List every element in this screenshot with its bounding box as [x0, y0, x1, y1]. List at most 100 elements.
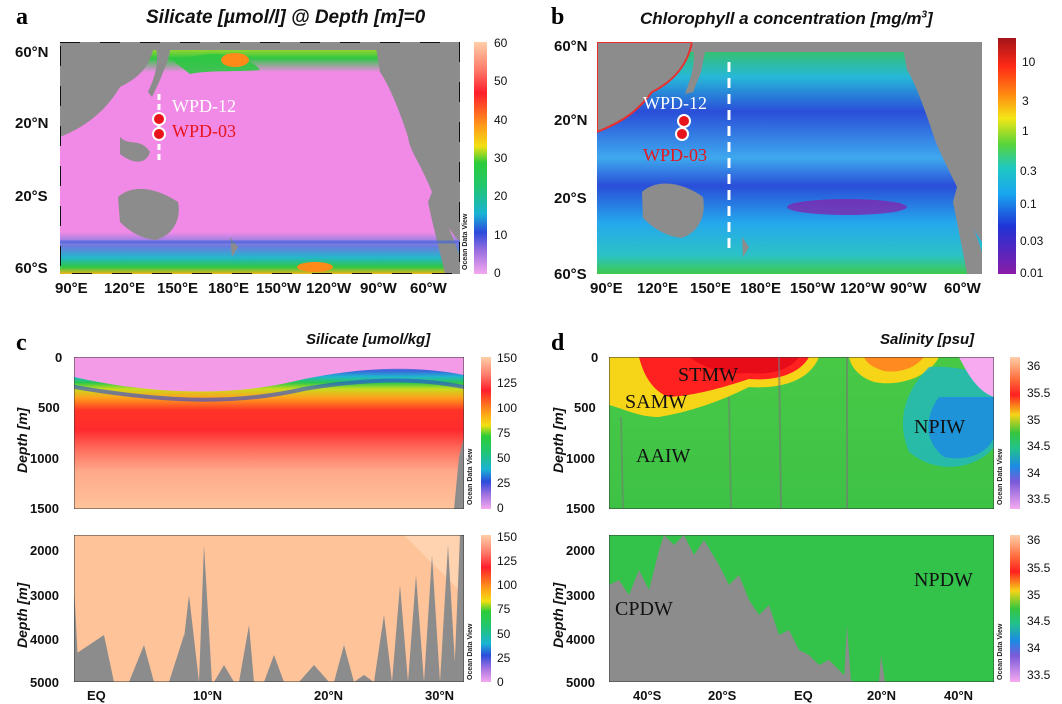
panel-title-suffix: ]: [927, 9, 933, 28]
x-tick: EQ: [794, 688, 813, 703]
colorbar-tick: 0.1: [1020, 197, 1037, 211]
silicate-section-lower: [74, 535, 464, 682]
chlorophyll-map: [597, 42, 982, 274]
lon-tick: 90°W: [360, 280, 397, 297]
colorbar-tick: 35.5: [1027, 561, 1051, 575]
panel-title: Salinity [psu]: [880, 331, 975, 348]
depth-tick: 3000: [30, 588, 59, 603]
colorbar-tick: 36: [1027, 359, 1041, 373]
colorbar-tick: 0.3: [1020, 164, 1037, 178]
lon-tick: 90°E: [55, 280, 88, 297]
colorbar-tick: 34: [1027, 641, 1041, 655]
colorbar-tick: 0.01: [1020, 266, 1044, 280]
depth-tick: 0: [55, 350, 63, 365]
chlorophyll-colorbar: [998, 38, 1016, 274]
site-label-upper: WPD-12: [643, 93, 707, 113]
salinity-section-upper: [609, 357, 994, 509]
water-mass-label: NPIW: [914, 416, 966, 438]
lon-tick: 90°W: [890, 280, 927, 297]
colorbar-tick: 30: [494, 151, 508, 165]
lat-tick: 20°N: [554, 112, 588, 129]
y-axis-label: Depth [m]: [550, 582, 566, 648]
silicate-colorbar: [474, 42, 487, 274]
colorbar-tick: 3: [1022, 94, 1029, 108]
panel-title-superscript: 3: [921, 9, 928, 21]
watermark: Ocean Data View: [997, 623, 1004, 680]
panel-title-text: Chlorophyll a concentration [mg/m: [640, 9, 922, 28]
x-tick: 30°N: [425, 688, 455, 703]
water-mass-label: AAIW: [636, 445, 691, 467]
lon-tick: 60°W: [410, 280, 447, 297]
colorbar-tick: 35.5: [1027, 386, 1051, 400]
lat-tick: 20°S: [15, 188, 48, 205]
watermark: Ocean Data View: [467, 623, 474, 680]
site-label-lower: WPD-03: [643, 145, 707, 165]
colorbar-tick: 60: [494, 36, 508, 50]
water-mass-label: NPDW: [914, 569, 973, 591]
lat-tick: 60°S: [15, 260, 48, 277]
colorbar-tick: 150: [497, 530, 518, 544]
colorbar-tick: 20: [494, 189, 508, 203]
x-tick: 10°N: [193, 688, 223, 703]
colorbar-tick: 36: [1027, 533, 1041, 547]
colorbar-tick: 35: [1027, 413, 1041, 427]
salinity-colorbar-lower: [1010, 535, 1020, 682]
colorbar-tick: 75: [497, 602, 511, 616]
panel-letter: c: [16, 330, 27, 356]
watermark: Ocean Data View: [467, 448, 474, 505]
colorbar-tick: 35: [1027, 588, 1041, 602]
panel-letter: a: [16, 4, 28, 30]
x-tick: EQ: [87, 688, 106, 703]
lat-tick: 20°S: [554, 190, 587, 207]
colorbar-tick: 34.5: [1027, 439, 1051, 453]
colorbar-tick: 125: [497, 376, 518, 390]
depth-tick: 5000: [30, 675, 59, 690]
depth-tick: 500: [38, 400, 60, 415]
x-tick: 20°N: [867, 688, 897, 703]
depth-tick: 1000: [30, 451, 59, 466]
silicate-surface-map: [60, 42, 460, 274]
x-tick: 40°N: [944, 688, 974, 703]
x-tick: 20°N: [314, 688, 344, 703]
lon-tick: 90°E: [590, 280, 623, 297]
colorbar-tick: 25: [497, 476, 511, 490]
lat-tick: 60°N: [554, 38, 588, 55]
water-mass-label: STMW: [678, 364, 738, 386]
watermark: Ocean Data View: [997, 448, 1004, 505]
lon-tick: 180°E: [740, 280, 782, 297]
lon-tick: 180°E: [208, 280, 250, 297]
depth-tick: 3000: [566, 588, 595, 603]
x-tick: 20°S: [708, 688, 737, 703]
salinity-section-lower: [609, 535, 994, 682]
watermark: Ocean Data View: [462, 213, 469, 270]
panel-letter: d: [551, 330, 565, 356]
colorbar-tick: 10: [494, 228, 508, 242]
y-axis-label: Depth [m]: [14, 582, 30, 648]
lon-tick: 120°E: [104, 280, 146, 297]
y-axis-label: Depth [m]: [550, 407, 566, 473]
site-label-lower: WPD-03: [172, 121, 236, 141]
depth-tick: 0: [591, 350, 599, 365]
water-mass-label: CPDW: [615, 598, 673, 620]
colorbar-tick: 125: [497, 554, 518, 568]
colorbar-tick: 34: [1027, 466, 1041, 480]
colorbar-tick: 33.5: [1027, 668, 1051, 682]
colorbar-tick: 100: [497, 401, 518, 415]
depth-tick: 1500: [566, 501, 595, 516]
colorbar-tick: 34.5: [1027, 614, 1051, 628]
panel-letter: b: [551, 4, 565, 30]
lon-tick: 60°W: [944, 280, 981, 297]
lon-tick: 150°W: [256, 280, 302, 297]
lon-tick: 120°W: [840, 280, 886, 297]
depth-tick: 2000: [30, 543, 59, 558]
depth-tick: 4000: [30, 632, 59, 647]
panel-title: Silicate [umol/kg]: [306, 331, 431, 348]
lon-tick: 120°W: [306, 280, 352, 297]
colorbar-tick: 75: [497, 426, 511, 440]
colorbar-tick: 0.03: [1020, 234, 1044, 248]
depth-tick: 2000: [566, 543, 595, 558]
lat-tick: 60°N: [15, 44, 49, 61]
colorbar-tick: 10: [1022, 55, 1036, 69]
panel-title: Chlorophyll a concentration [mg/m3]: [640, 9, 933, 29]
silicate-section-upper: [74, 357, 464, 509]
